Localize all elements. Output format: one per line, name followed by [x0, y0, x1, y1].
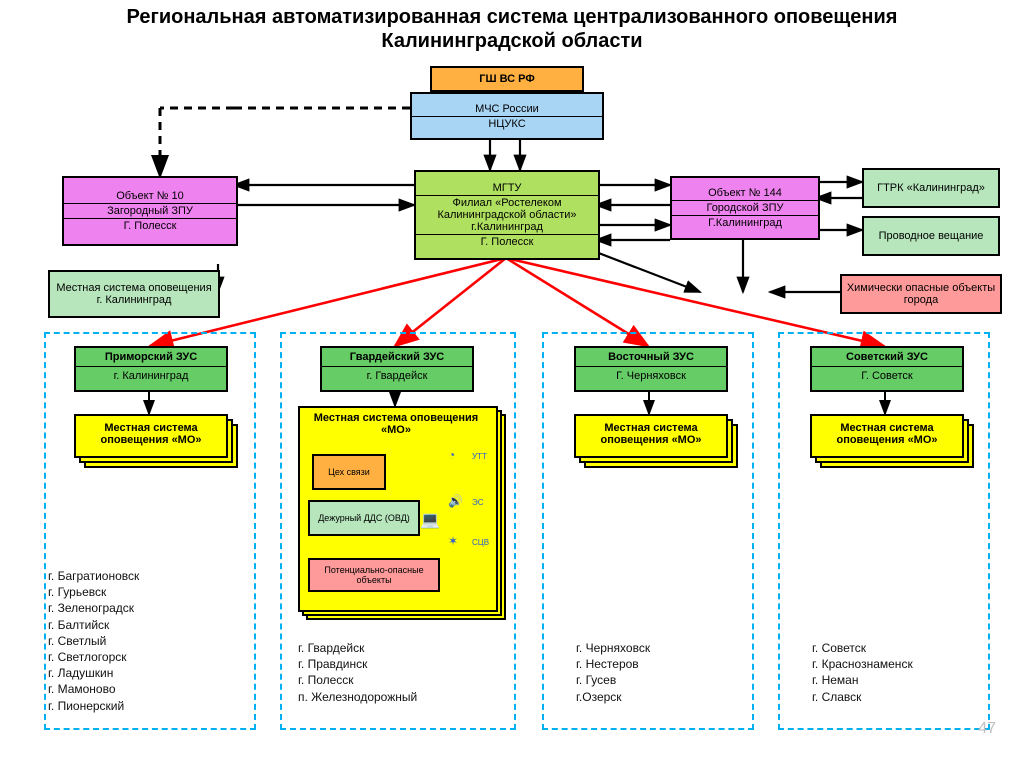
city-item: г. Черняховск — [576, 640, 650, 656]
city-item: г.Озерск — [576, 689, 650, 705]
city-item: г. Нестеров — [576, 656, 650, 672]
zus-name: Советский ЗУС — [812, 348, 962, 367]
mo-stack: Местная система оповещения «МО» — [574, 414, 724, 454]
mo-stack: Местная система оповещения «МО» — [74, 414, 224, 454]
es-icon: 🔊 — [448, 494, 464, 508]
city-list: г. Советскг. Краснознаменскг. Неманг. Сл… — [812, 640, 913, 705]
zus-city: г. Гвардейск — [322, 367, 472, 385]
mo-box: Местная система оповещения «МО» — [574, 414, 728, 458]
zus-box: Советский ЗУСГ. Советск — [810, 346, 964, 392]
slide-number: 47 — [978, 720, 996, 738]
box-wire-broadcast: Проводное вещание — [862, 216, 1000, 256]
box-object-10: Объект № 10Загородный ЗПУГ. Полесск — [62, 176, 238, 246]
city-item: г. Пионерский — [48, 698, 139, 714]
city-item: п. Железнодорожный — [298, 689, 417, 705]
city-item: г. Багратионовск — [48, 568, 139, 584]
city-item: г. Гусев — [576, 672, 650, 688]
city-item: г. Гурьевск — [48, 584, 139, 600]
zus-city: г. Калининград — [76, 367, 226, 385]
city-item: г. Зеленоградск — [48, 600, 139, 616]
city-item: г. Светлогорск — [48, 649, 139, 665]
box-mgtu: МГТУФилиал «Ростелеком Калининградской о… — [414, 170, 600, 260]
box-local-kaliningrad: Местная система оповещения г. Калинингра… — [48, 270, 220, 318]
city-item: г. Советск — [812, 640, 913, 656]
box-object-144: Объект № 144Городской ЗПУГ.Калининград — [670, 176, 820, 240]
city-item: г. Гвардейск — [298, 640, 417, 656]
city-item: г. Светлый — [48, 633, 139, 649]
hazard-box: Потенциально-опасные объекты — [308, 558, 440, 592]
zus-city: Г. Советск — [812, 367, 962, 385]
box-gtrk: ГТРК «Калининград» — [862, 168, 1000, 208]
city-item: г. Ладушкин — [48, 665, 139, 681]
mo-box: Местная система оповещения «МО» — [74, 414, 228, 458]
zus-city: Г. Черняховск — [576, 367, 726, 385]
signal-label: ЭС — [472, 498, 484, 507]
signal-label: УТТ — [472, 452, 487, 461]
city-item: г. Мамоново — [48, 681, 139, 697]
diagram-root: { "canvas": { "w": 1024, "h": 768, "bg":… — [0, 0, 1024, 768]
zus-name: Гвардейский ЗУС — [322, 348, 472, 367]
city-item: г. Неман — [812, 672, 913, 688]
zus-box: Восточный ЗУСГ. Черняховск — [574, 346, 728, 392]
workshop-box: Цех связи — [312, 454, 386, 490]
city-list: г. Гвардейскг. Правдинскг. Полесскп. Жел… — [298, 640, 417, 705]
zus-box: Гвардейский ЗУСг. Гвардейск — [320, 346, 474, 392]
city-item: г. Славск — [812, 689, 913, 705]
duty-box: Дежурный ДДС (ОВД) — [308, 500, 420, 536]
utt-icon: ◔ — [448, 448, 464, 462]
scv-icon: ✶ — [448, 534, 464, 548]
zus-name: Восточный ЗУС — [576, 348, 726, 367]
mo-stack: Местная система оповещения «МО» — [810, 414, 960, 454]
mo-detail-title: Местная система оповещения «МО» — [298, 412, 494, 436]
zus-name: Приморский ЗУС — [76, 348, 226, 367]
zus-box: Приморский ЗУСг. Калининград — [74, 346, 228, 392]
city-item: г. Правдинск — [298, 656, 417, 672]
city-item: г. Полесск — [298, 672, 417, 688]
box-chemical-hazards: Химически опасные объекты города — [840, 274, 1002, 314]
mo-box: Местная система оповещения «МО» — [810, 414, 964, 458]
city-list: г. Багратионовскг. Гурьевскг. Зеленоград… — [48, 568, 139, 714]
laptop-icon: 💻 — [420, 510, 440, 530]
city-list: г. Черняховскг. Нестеровг. Гусевг.Озерск — [576, 640, 650, 705]
city-item: г. Балтийск — [48, 617, 139, 633]
signal-label: СЦВ — [472, 538, 489, 547]
box-mchs: МЧС РоссииНЦУКС — [410, 92, 604, 140]
city-item: г. Краснознаменск — [812, 656, 913, 672]
box-gsh-vs-rf: ГШ ВС РФ — [430, 66, 584, 92]
